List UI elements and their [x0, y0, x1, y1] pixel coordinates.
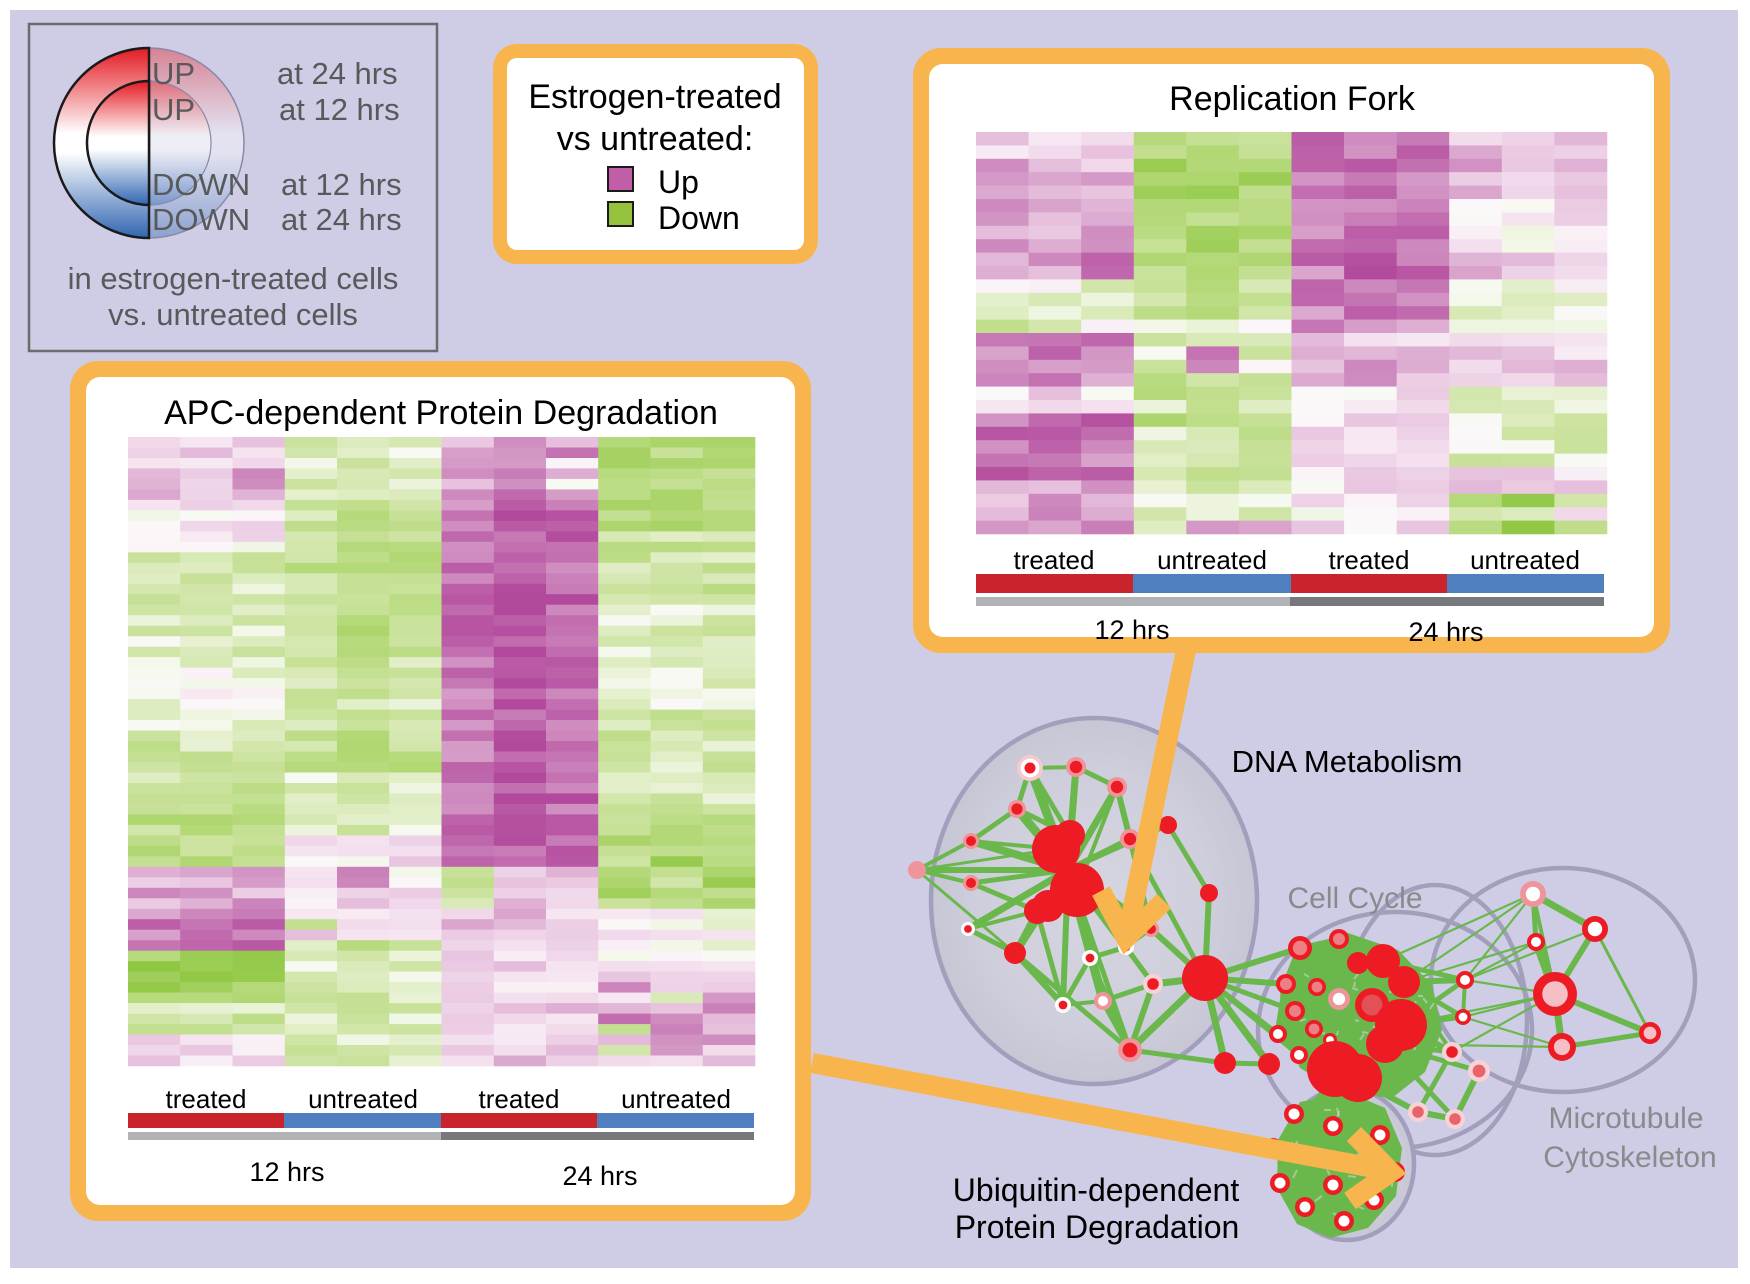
svg-text:at 12 hrs: at 12 hrs: [281, 167, 402, 202]
svg-text:UP: UP: [152, 56, 195, 91]
svg-text:treated: treated: [1329, 545, 1410, 575]
svg-text:UP: UP: [152, 92, 195, 127]
svg-text:vs untreated:: vs untreated:: [557, 120, 754, 158]
svg-text:untreated: untreated: [1470, 545, 1580, 575]
svg-text:24 hrs: 24 hrs: [562, 1161, 637, 1191]
svg-text:Cytoskeleton: Cytoskeleton: [1543, 1141, 1716, 1174]
svg-text:treated: treated: [479, 1084, 560, 1114]
svg-text:Up: Up: [658, 164, 699, 200]
svg-text:in estrogen-treated cells: in estrogen-treated cells: [68, 261, 399, 296]
svg-text:Ubiquitin-dependent: Ubiquitin-dependent: [953, 1172, 1240, 1208]
svg-text:Estrogen-treated: Estrogen-treated: [528, 78, 781, 116]
svg-text:untreated: untreated: [1157, 545, 1267, 575]
svg-text:DNA Metabolism: DNA Metabolism: [1232, 744, 1463, 779]
svg-text:treated: treated: [166, 1084, 247, 1114]
svg-text:DOWN: DOWN: [152, 202, 250, 237]
svg-text:APC-dependent Protein Degradat: APC-dependent Protein Degradation: [164, 394, 718, 432]
svg-text:untreated: untreated: [308, 1084, 418, 1114]
svg-text:Replication Fork: Replication Fork: [1169, 80, 1416, 118]
svg-text:treated: treated: [1014, 545, 1095, 575]
svg-text:Down: Down: [658, 200, 740, 236]
svg-text:Microtubule: Microtubule: [1548, 1102, 1703, 1135]
svg-text:12 hrs: 12 hrs: [1094, 615, 1169, 645]
svg-text:vs. untreated cells: vs. untreated cells: [108, 297, 358, 332]
svg-text:at 12 hrs: at 12 hrs: [279, 92, 400, 127]
svg-text:DOWN: DOWN: [152, 167, 250, 202]
svg-text:12 hrs: 12 hrs: [249, 1157, 324, 1187]
svg-text:24 hrs: 24 hrs: [1408, 617, 1483, 647]
svg-text:at 24 hrs: at 24 hrs: [277, 56, 398, 91]
svg-text:Cell Cycle: Cell Cycle: [1287, 882, 1422, 915]
svg-text:at 24 hrs: at 24 hrs: [281, 202, 402, 237]
svg-text:Protein Degradation: Protein Degradation: [955, 1209, 1240, 1245]
svg-text:untreated: untreated: [621, 1084, 731, 1114]
